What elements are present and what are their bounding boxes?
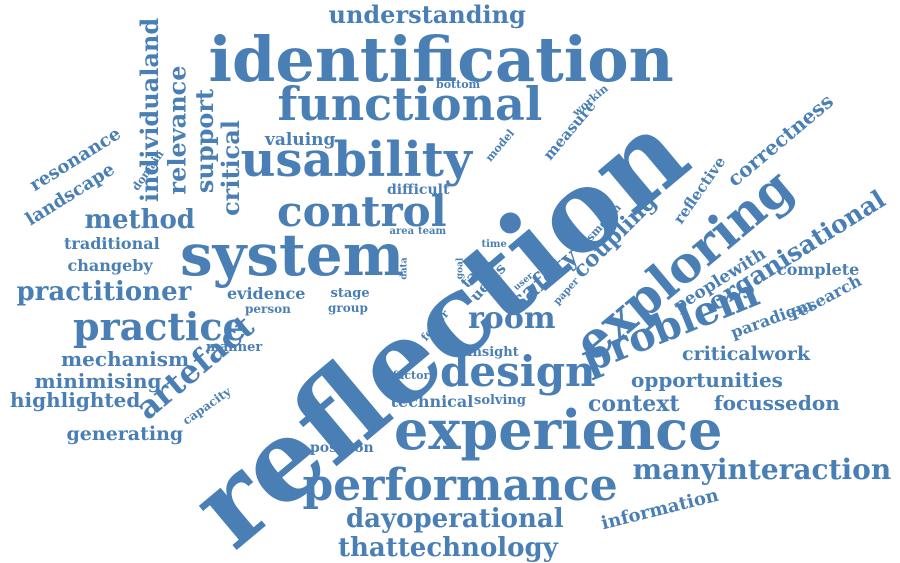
word-data: data <box>399 256 410 280</box>
word-system: system <box>180 221 405 289</box>
word-practice: practice <box>73 304 247 349</box>
word-method: method <box>84 205 196 235</box>
word-relevance: relevance <box>162 65 192 195</box>
word-area: area <box>389 226 415 237</box>
word-technical: technical <box>390 392 474 411</box>
word-goal: goal <box>455 257 466 279</box>
word-position: position <box>310 440 374 456</box>
word-group: group <box>328 301 368 315</box>
word-highlighted: highlighted <box>10 388 141 412</box>
word-changeby: changeby <box>67 256 153 275</box>
word-criticalwork: criticalwork <box>682 342 811 365</box>
word-bottom: bottom <box>436 77 481 91</box>
word-person: person <box>245 302 291 316</box>
word-complete: complete <box>777 260 860 279</box>
word-context: context <box>588 391 680 417</box>
word-room: room <box>468 301 556 336</box>
word-mechanism: mechanism <box>61 347 190 371</box>
word-dayoperational: dayoperational <box>346 504 564 534</box>
word-practitioner: practitioner <box>16 277 192 307</box>
word-traditional: traditional <box>64 234 160 253</box>
word-valuing: valuing <box>265 129 336 150</box>
word-control: control <box>277 187 447 236</box>
word-understanding: understanding <box>328 0 526 29</box>
word-support: support <box>190 88 220 194</box>
word-opportunities: opportunities <box>631 368 783 392</box>
word-thattechnology: thattechnology <box>338 533 558 563</box>
word-team: team <box>418 226 447 237</box>
word-manner: manner <box>206 339 263 355</box>
word-factor: factor <box>392 368 430 382</box>
word-generating: generating <box>66 422 184 445</box>
word-critical: critical <box>215 120 245 216</box>
word-manyinteraction: manyinteraction <box>632 453 892 486</box>
word-minimising: minimising <box>34 369 162 393</box>
word-insight: insight <box>467 344 519 360</box>
word-stage: stage <box>330 285 370 301</box>
word-experience: experience <box>394 398 723 462</box>
word-identification: identification <box>208 23 674 96</box>
word-model: model <box>482 126 518 164</box>
word-usability: usability <box>240 132 472 188</box>
word-performance: performance <box>302 460 618 511</box>
word-functional: functional <box>277 77 543 131</box>
word-focussedon: focussedon <box>714 391 840 415</box>
word-solving: solving <box>474 392 526 408</box>
word-time: time <box>481 239 507 250</box>
word-evidence: evidence <box>227 284 306 303</box>
word-design: design <box>440 347 596 396</box>
word-difficult: difficult <box>387 182 450 198</box>
